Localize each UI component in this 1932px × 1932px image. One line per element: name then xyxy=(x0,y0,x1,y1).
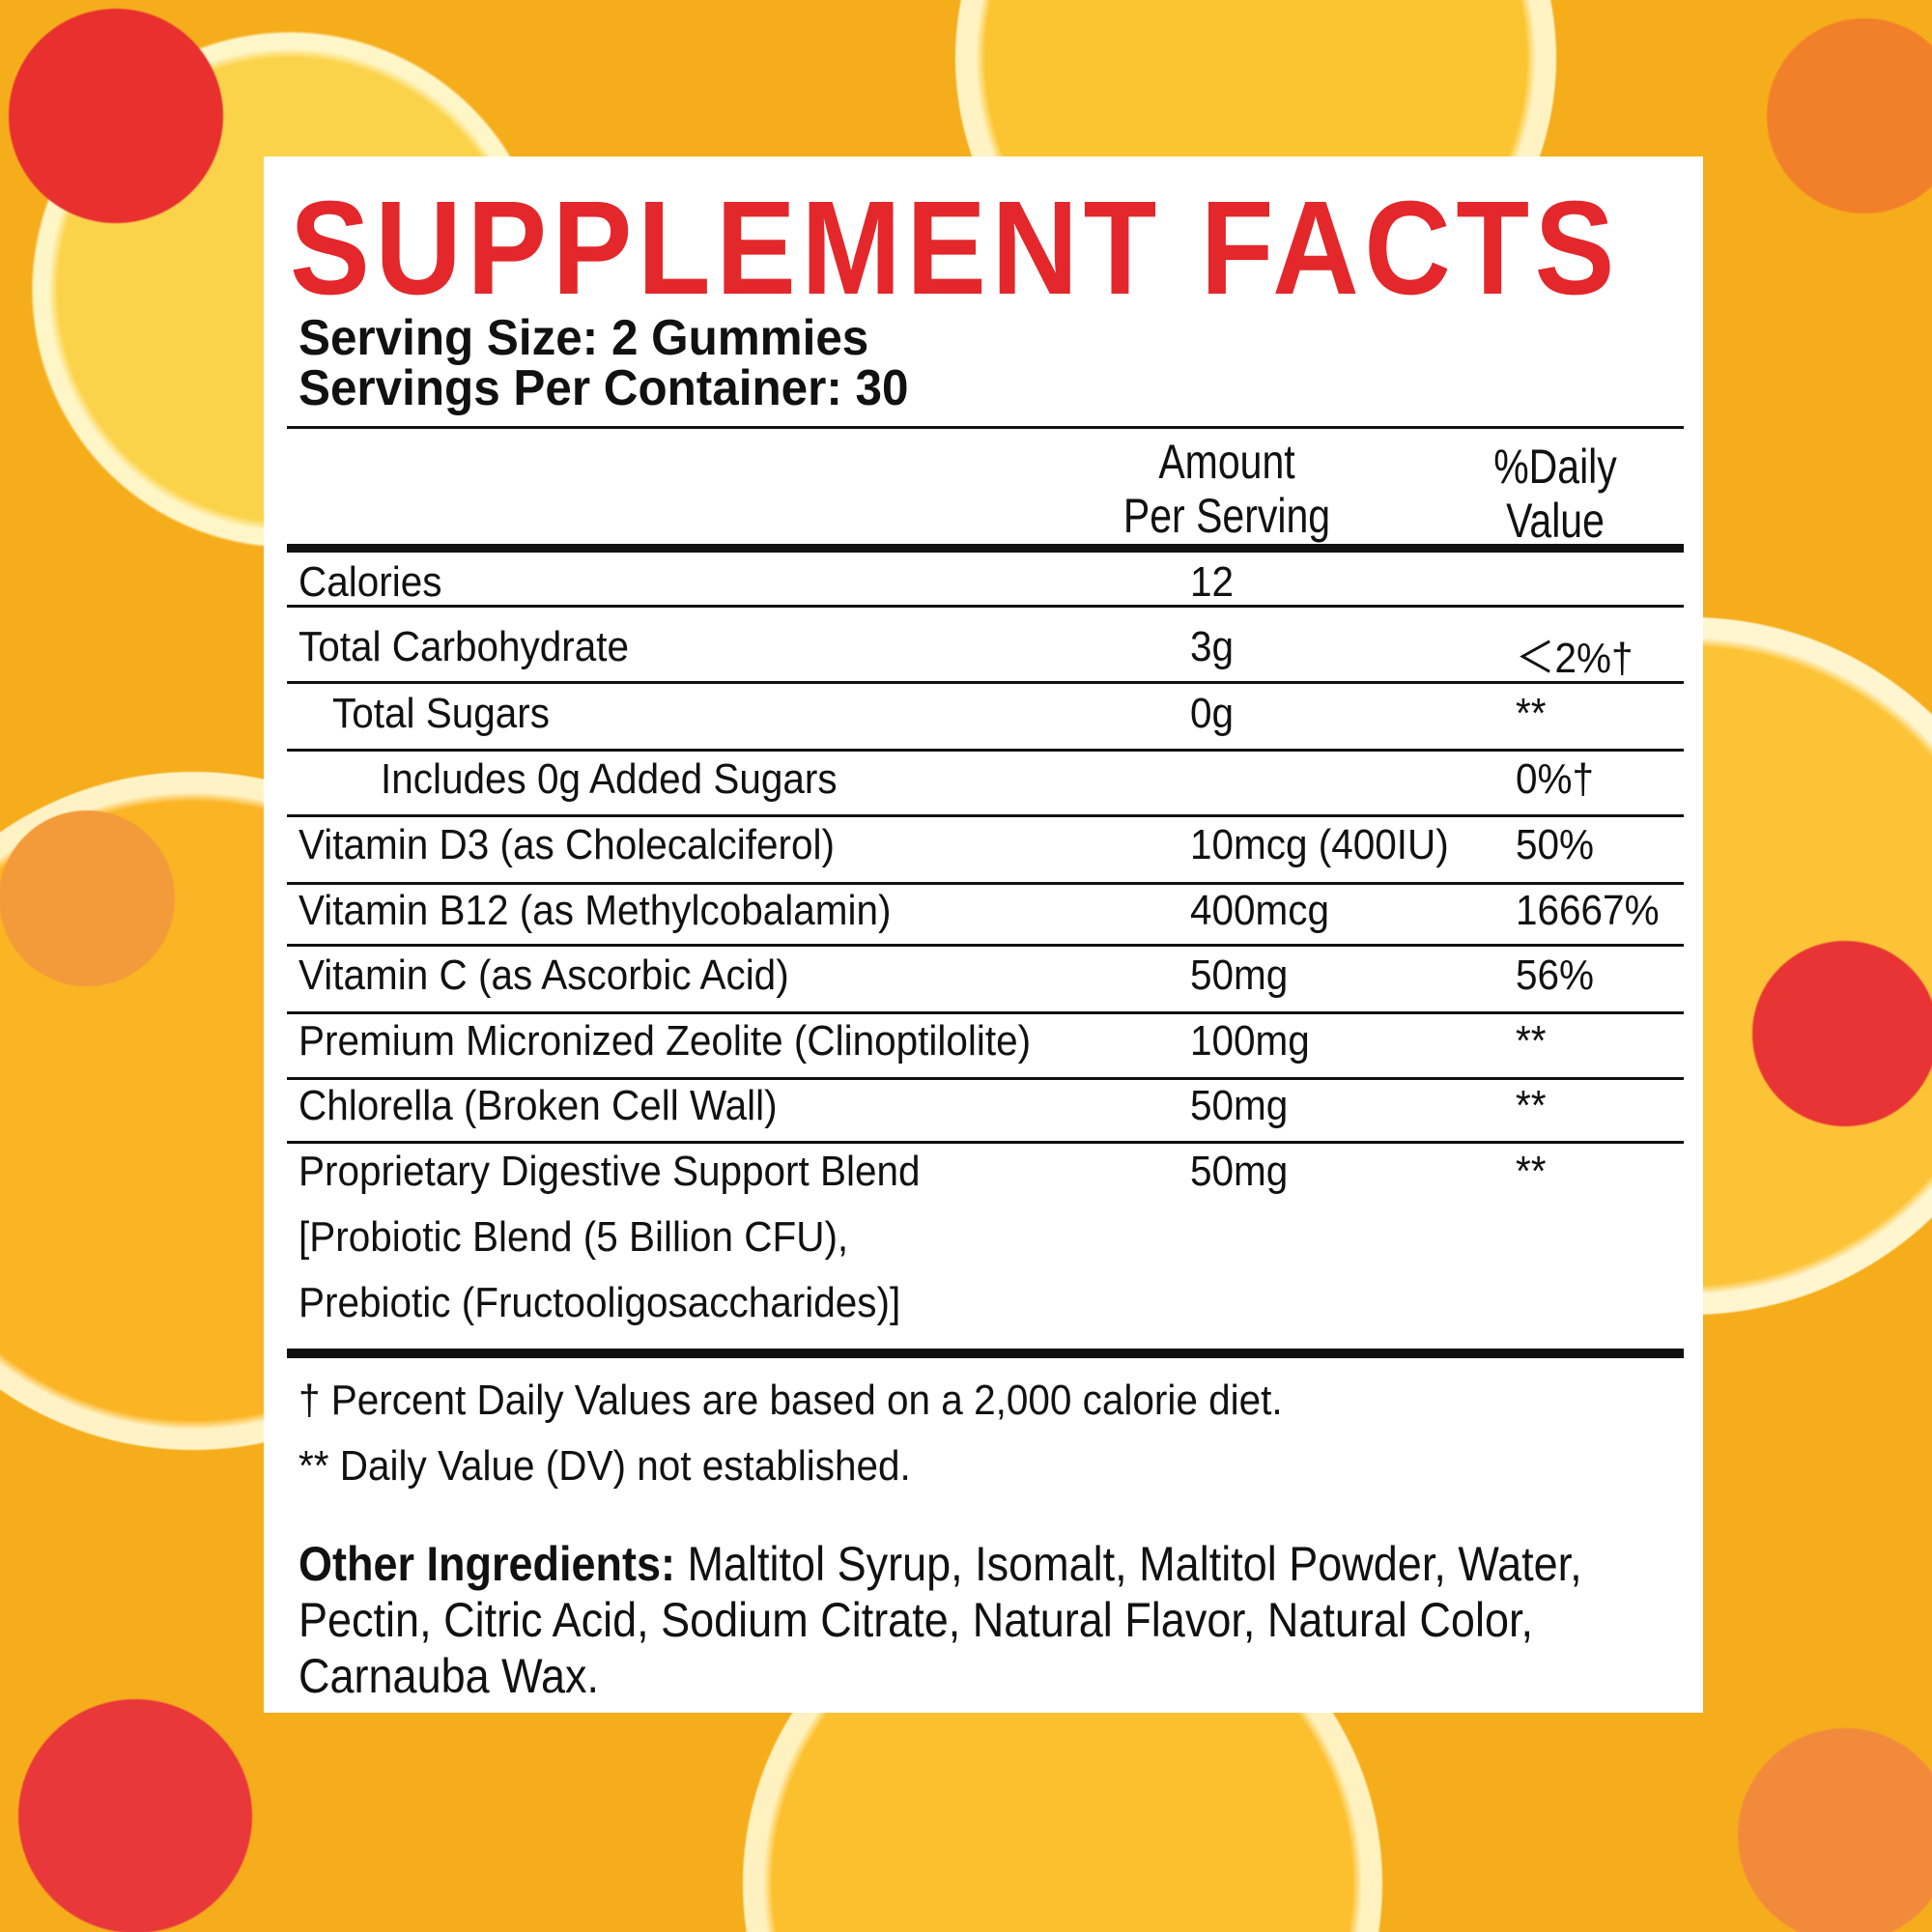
nutrient-label: Vitamin B12 (as Methylcobalamin) xyxy=(298,887,892,934)
nutrient-label: Vitamin D3 (as Cholecalciferol) xyxy=(298,821,835,868)
other-ingredients: Other Ingredients: Maltitol Syrup, Isoma… xyxy=(298,1536,1655,1704)
divider xyxy=(287,426,1684,429)
amount-header: Amount Per Serving xyxy=(1116,435,1338,543)
supplement-facts-panel xyxy=(264,156,1703,1713)
row-divider xyxy=(287,1011,1684,1014)
row-divider xyxy=(287,749,1684,752)
nutrient-label: Calories xyxy=(298,558,442,606)
amount-header-line2: Per Serving xyxy=(1122,489,1331,543)
nutrient-amount: 0g xyxy=(1190,690,1235,737)
nutrient-daily-value: ** xyxy=(1516,690,1547,737)
row-divider xyxy=(287,681,1684,684)
nutrient-label: Chlorella (Broken Cell Wall) xyxy=(298,1082,778,1129)
nutrient-daily-value: 56% xyxy=(1516,952,1595,999)
nutrient-label-line2: [Probiotic Blend (5 Billion CFU), xyxy=(298,1213,849,1261)
row-divider xyxy=(287,1077,1684,1080)
nutrient-label: Total Carbohydrate xyxy=(298,623,630,670)
nutrient-amount: 12 xyxy=(1190,558,1235,606)
nutrient-amount: 10mcg (400IU) xyxy=(1190,821,1449,868)
dv-header-line1: %Daily xyxy=(1493,440,1617,494)
row-divider xyxy=(287,605,1684,608)
nutrient-label: Total Sugars xyxy=(332,690,551,737)
nutrient-amount: 3g xyxy=(1190,623,1235,670)
nutrient-amount: 50mg xyxy=(1190,952,1289,999)
row-divider xyxy=(287,944,1684,947)
footnote-dv-not-established: ** Daily Value (DV) not established. xyxy=(298,1442,911,1490)
thick-divider xyxy=(287,544,1684,553)
footnote-daily-values: † Percent Daily Values are based on a 2,… xyxy=(298,1377,1283,1424)
nutrient-daily-value: ** xyxy=(1516,1082,1547,1129)
servings-per-container: Servings Per Container: 30 xyxy=(298,360,909,416)
nutrient-amount: 50mg xyxy=(1190,1148,1289,1195)
nutrient-label: Premium Micronized Zeolite (Clinoptiloli… xyxy=(298,1017,1032,1065)
nutrient-daily-value: ** xyxy=(1516,1148,1547,1195)
nutrient-amount: 50mg xyxy=(1190,1082,1289,1129)
other-ingredients-label: Other Ingredients: xyxy=(298,1537,676,1591)
nutrient-label: Proprietary Digestive Support Blend xyxy=(298,1148,921,1195)
row-divider xyxy=(287,882,1684,885)
title: SUPPLEMENT FACTS xyxy=(290,174,1620,323)
nutrient-amount: 400mcg xyxy=(1190,887,1330,934)
nutrient-label-line3: Prebiotic (Fructooligosaccharides)] xyxy=(298,1279,901,1326)
nutrient-amount: 100mg xyxy=(1190,1017,1310,1065)
row-divider xyxy=(287,1141,1684,1144)
nutrient-label: Vitamin C (as Ascorbic Acid) xyxy=(298,952,789,999)
nutrient-daily-value: ** xyxy=(1516,1017,1547,1065)
other-ingredients-text: Maltitol Syrup, Isomalt, Maltitol Powder… xyxy=(298,1537,1582,1703)
nutrient-daily-value: ＜2%† xyxy=(1516,635,1634,682)
row-divider xyxy=(287,814,1684,817)
daily-value-header: %Daily Value xyxy=(1468,440,1642,548)
nutrient-daily-value: 50% xyxy=(1516,821,1595,868)
thick-divider xyxy=(287,1349,1684,1358)
serving-size: Serving Size: 2 Gummies xyxy=(298,310,869,366)
nutrient-daily-value: 0%† xyxy=(1516,755,1595,803)
dv-header-line2: Value xyxy=(1506,494,1605,548)
nutrient-daily-value: 16667% xyxy=(1516,887,1660,934)
nutrient-label: Includes 0g Added Sugars xyxy=(381,755,838,803)
amount-header-line1: Amount xyxy=(1158,435,1295,489)
